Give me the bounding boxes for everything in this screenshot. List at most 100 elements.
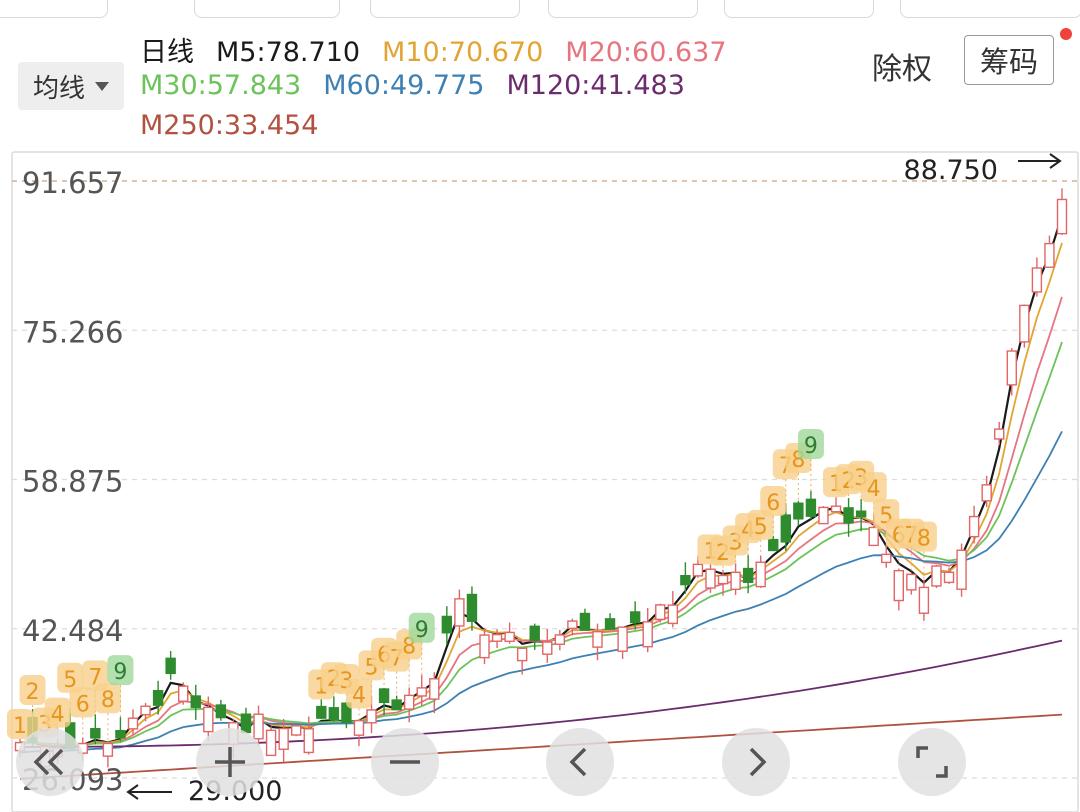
candle-body (441, 615, 453, 634)
y-tick-label: 91.657 (22, 166, 123, 200)
candle-body (742, 567, 754, 583)
candle-body (278, 727, 289, 750)
chevron-right-icon (749, 747, 767, 777)
candle-body (881, 553, 892, 564)
candle-body (918, 586, 930, 614)
candle-body (692, 563, 704, 577)
candle-body (968, 515, 980, 538)
top-tab[interactable] (0, 0, 108, 18)
nine-turn-label: 8 (101, 688, 115, 713)
candle-body (1031, 267, 1043, 293)
next-button[interactable] (722, 728, 790, 796)
fullscreen-icon (916, 746, 948, 778)
candle-body (994, 428, 1005, 440)
candle-body (554, 634, 566, 645)
top-tab[interactable] (900, 0, 1080, 18)
ma-line (20, 639, 1063, 748)
candle-body (780, 514, 792, 543)
candle-body (956, 549, 967, 590)
ma-line (19, 713, 1063, 780)
nine-turn-badge (94, 683, 121, 714)
top-tab[interactable] (724, 0, 874, 18)
nine-turn-label: 9 (804, 434, 818, 459)
ex-rights-toggle[interactable]: 除权 (872, 52, 932, 87)
top-tab[interactable] (194, 0, 340, 18)
ma-legend-row-1: 日线 M5:78.710 M10:70.670 M20:60.637 (140, 30, 749, 69)
candle-body (705, 568, 716, 589)
candle-body (491, 633, 503, 642)
candle-body (290, 725, 302, 736)
candle-body (140, 705, 151, 716)
fullscreen-button[interactable] (898, 728, 966, 796)
candle-body (253, 713, 264, 740)
candle-body (416, 687, 427, 697)
candle-body (830, 505, 842, 513)
candle-body (215, 704, 227, 719)
candle-body (768, 538, 779, 552)
candle-body (592, 630, 603, 648)
candle-body (454, 598, 465, 627)
candle-body (931, 565, 942, 587)
ma-selector-button[interactable]: 均线 (18, 62, 124, 110)
candle-body (378, 688, 390, 704)
zoom-in-button[interactable] (196, 728, 264, 796)
candle-body (868, 526, 879, 547)
top-tab[interactable] (548, 0, 698, 18)
nine-turn-badge (82, 660, 109, 691)
nine-turn-label: 6 (766, 491, 780, 516)
candle-body (165, 657, 176, 675)
candle-body (730, 571, 741, 591)
candle-body (755, 561, 766, 588)
caret-down-icon (95, 81, 109, 91)
candle-body (567, 620, 578, 630)
zoom-out-button[interactable] (371, 728, 439, 796)
arrow-left-icon (126, 784, 172, 800)
chips-button[interactable]: 筹码 (964, 35, 1054, 85)
candle-body (152, 689, 164, 706)
candle-body (466, 593, 478, 622)
nine-turn-label: 4 (51, 703, 65, 728)
candle-body (855, 510, 867, 518)
nine-turn-label: 9 (113, 660, 127, 685)
candle-body (102, 742, 114, 757)
ma-legend-item: M250:33.454 (140, 110, 319, 141)
prev-button[interactable] (546, 728, 614, 796)
nine-turn-badge (345, 678, 372, 709)
candle-body (893, 569, 904, 602)
candle-body (667, 604, 679, 625)
candle-body (366, 709, 377, 724)
y-tick-label: 75.266 (22, 315, 123, 349)
y-tick-label: 58.875 (22, 465, 123, 499)
top-tab[interactable] (370, 0, 520, 18)
ma-legend-row-3: M250:33.454 (140, 110, 340, 141)
candle-body (579, 612, 591, 631)
notification-dot (1060, 28, 1072, 40)
candle-body (981, 484, 992, 502)
candle-body (265, 729, 277, 757)
candle-body (655, 604, 666, 621)
candle-body (90, 727, 101, 739)
candle-body (429, 678, 440, 700)
ma-legend-item: M30:57.843 (140, 70, 302, 101)
candle-body (1019, 304, 1030, 343)
plus-icon (215, 747, 245, 777)
nine-turn-label: 9 (415, 618, 429, 643)
ma-selector-label: 均线 (32, 73, 85, 104)
candle-body (328, 707, 340, 721)
nine-turn-badge (797, 429, 824, 460)
ma-legend-item: M60:49.775 (323, 70, 485, 101)
nine-turn-label: 5 (754, 515, 768, 540)
candle-body (203, 706, 214, 733)
candle-body (1044, 242, 1055, 268)
ma-line (19, 215, 1064, 750)
candle-body (127, 717, 139, 730)
nine-turn-label: 5 (63, 668, 77, 693)
double-chevron-left-icon (33, 748, 64, 776)
candle-body (680, 574, 691, 586)
ma-legend-item: M5:78.710 (216, 37, 361, 68)
nine-turn-badge (19, 675, 46, 706)
candle-body (793, 502, 804, 520)
candlestick-chart[interactable]: 12345678912345678912345678912345678 91.6… (0, 150, 1080, 812)
scroll-left-button[interactable] (16, 728, 84, 796)
arrow-right-icon (1018, 153, 1062, 169)
